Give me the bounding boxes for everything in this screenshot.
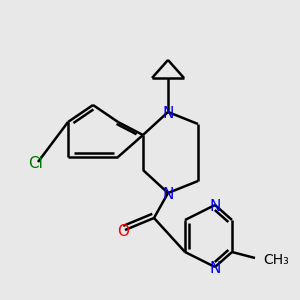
Text: N: N xyxy=(162,187,174,202)
Text: Cl: Cl xyxy=(28,156,44,171)
Text: N: N xyxy=(162,106,174,121)
Text: N: N xyxy=(209,199,221,214)
Text: O: O xyxy=(117,224,129,239)
Text: CH₃: CH₃ xyxy=(263,253,289,266)
Text: N: N xyxy=(209,261,221,276)
